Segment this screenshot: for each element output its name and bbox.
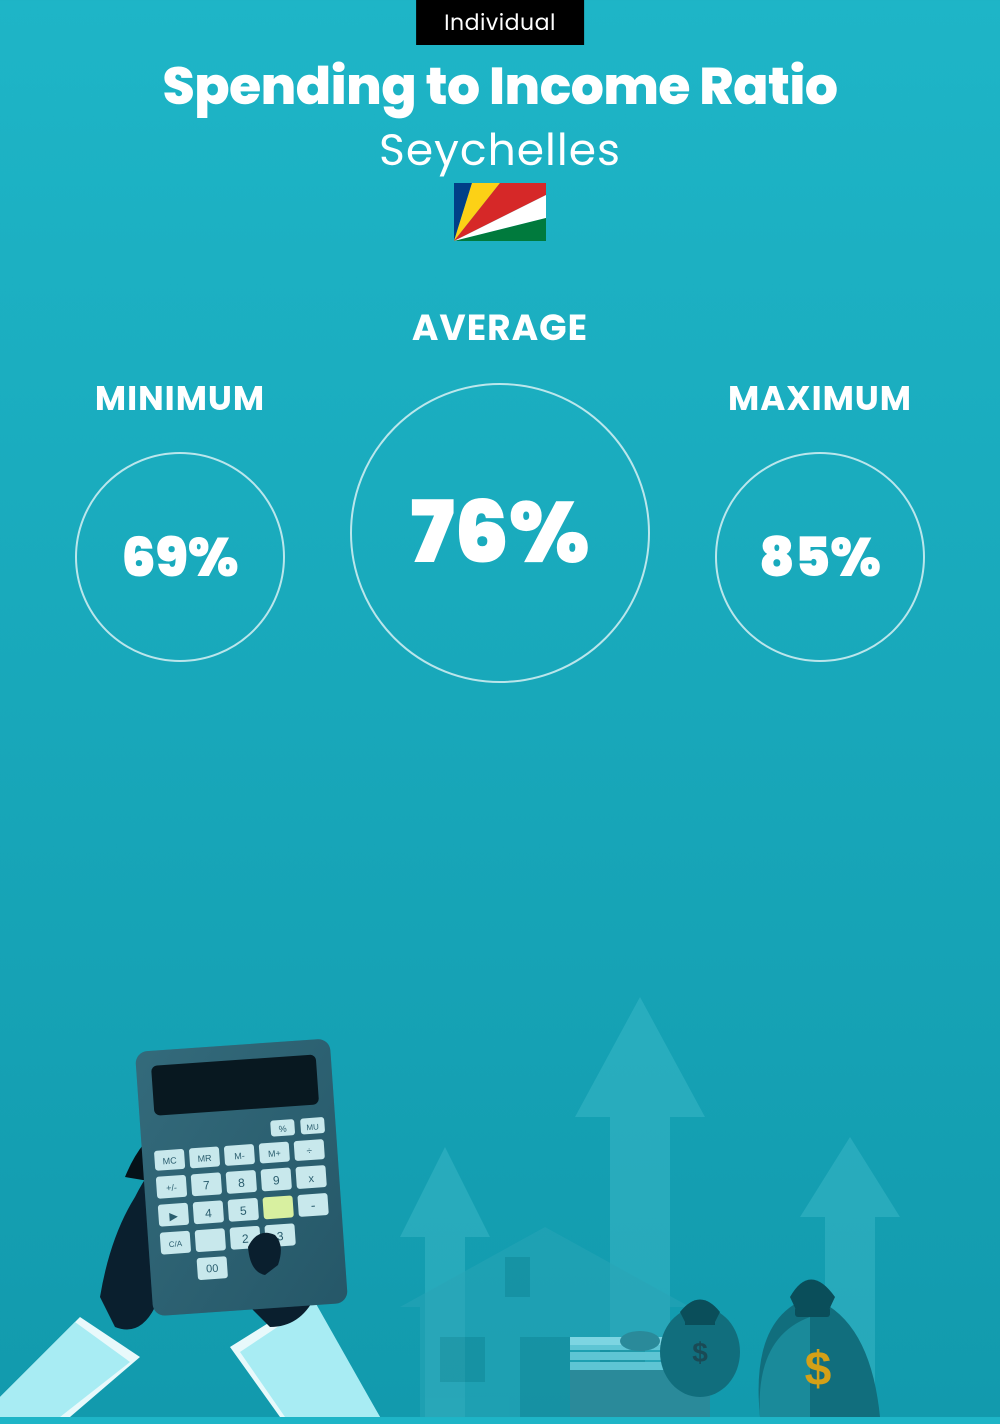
stats-container: MINIMUM 69% AVERAGE 76% MAXIMUM 85%	[0, 300, 1000, 683]
svg-text:$: $	[805, 1343, 832, 1396]
svg-text:MU: MU	[306, 1122, 319, 1132]
stat-minimum: MINIMUM 69%	[30, 321, 330, 662]
money-bag-small-icon: $	[660, 1300, 740, 1398]
svg-text:8: 8	[238, 1176, 246, 1190]
svg-text:+/-: +/-	[166, 1182, 177, 1193]
country-name: Seychelles	[0, 118, 1000, 183]
page-title: Spending to Income Ratio	[0, 48, 1000, 126]
svg-text:00: 00	[206, 1263, 219, 1276]
stat-average-label: AVERAGE	[412, 300, 588, 355]
svg-text:MC: MC	[162, 1155, 177, 1166]
tab-label: Individual	[444, 7, 556, 38]
stat-maximum-circle: 85%	[715, 452, 925, 662]
svg-text:$: $	[692, 1337, 708, 1368]
stat-average-value: 76%	[410, 469, 589, 598]
stat-average: AVERAGE 76%	[330, 300, 670, 683]
svg-text:%: %	[278, 1124, 287, 1135]
svg-text:2: 2	[241, 1232, 249, 1246]
stat-average-circle: 76%	[350, 383, 650, 683]
svg-text:9: 9	[272, 1173, 280, 1187]
svg-text:▶: ▶	[169, 1210, 179, 1223]
svg-text:C/A: C/A	[169, 1239, 184, 1249]
svg-text:M+: M+	[268, 1148, 281, 1159]
stat-maximum-label: MAXIMUM	[728, 373, 912, 424]
country-flag-icon	[454, 183, 546, 241]
stat-minimum-label: MINIMUM	[95, 373, 265, 424]
hands-calculator-icon: % MU MC MR M- M+ ÷ +/- 7	[0, 1038, 380, 1417]
svg-text:M-: M-	[234, 1151, 245, 1162]
svg-text:4: 4	[205, 1206, 213, 1220]
stat-maximum: MAXIMUM 85%	[670, 321, 970, 662]
stat-minimum-circle: 69%	[75, 452, 285, 662]
svg-text:MR: MR	[197, 1153, 212, 1164]
svg-text:5: 5	[240, 1204, 248, 1218]
stat-maximum-value: 85%	[759, 517, 881, 598]
category-tab: Individual	[416, 0, 584, 45]
svg-text:7: 7	[203, 1178, 211, 1192]
finance-illustration: $ $	[0, 817, 1000, 1417]
stat-minimum-value: 69%	[121, 517, 238, 598]
